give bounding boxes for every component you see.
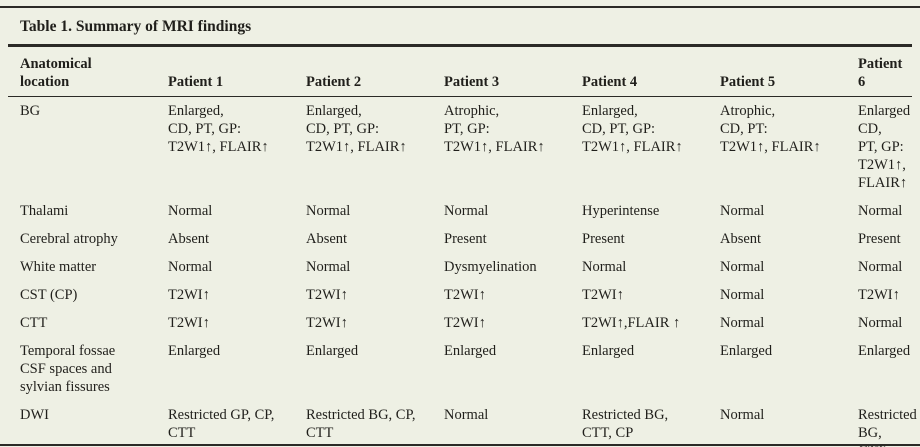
table-row: White matter Normal Normal Dysmyelination No… [8,253,912,281]
table-row: Thalami Normal Normal Normal Hyperintense Nor… [8,197,912,225]
finding-cell: Normal [858,314,903,331]
row-header-location: BG [20,102,41,119]
finding-cell: Enlarged, CD, PT, GP: T2W1↑, FLAIR↑ [168,102,269,155]
table-row: CST (CP) T2WI↑ T2WI↑ T2WI↑ T2WI↑ Normal T2WI↑ [8,281,912,309]
finding-cell: Present [444,230,487,247]
table-header-row: Anatomical location Patient 1 Patient 2 Pat… [8,46,912,97]
table-body: BG Enlarged, CD, PT, GP: T2W1↑, FLAIR↑ Enl… [8,96,917,447]
row-header-location: DWI [20,406,49,423]
top-rule [0,6,920,8]
column-header-patient-6: Patient 6 [858,46,912,97]
finding-cell: Enlarged [858,342,911,359]
finding-cell: Normal [444,202,489,219]
finding-cell: Atrophic, CD, PT: T2W1↑, FLAIR↑ [720,102,821,155]
finding-cell: Present [582,230,625,247]
finding-cell: Normal [720,286,765,303]
table-title: Table 1. Summary of MRI findings [20,18,252,35]
finding-cell: Restricted GP, CP, CTT [168,406,275,441]
finding-cell: Normal [720,406,765,423]
finding-cell: Enlarged, CD, PT, GP: T2W1↑, FLAIR↑ [582,102,683,155]
finding-cell: T2WI↑ [306,286,348,303]
finding-cell: Normal [582,258,627,275]
finding-cell: Normal [444,406,489,423]
finding-cell: T2WI↑ [858,286,900,303]
row-header-location: Cerebral atrophy [20,230,118,247]
finding-cell: Normal [168,202,213,219]
finding-cell: T2WI↑ [168,286,210,303]
table-row: CTT T2WI↑ T2WI↑ T2WI↑ T2WI↑,FLAIR ↑ Normal Nor… [8,309,912,337]
title-rule [8,44,912,47]
table-row: BG Enlarged, CD, PT, GP: T2W1↑, FLAIR↑ Enl… [8,96,912,197]
finding-cell: Normal [720,202,765,219]
table-row: DWI Restricted GP, CP, CTT Restricted BG, … [8,401,917,447]
column-header-patient-2: Patient 2 [306,46,444,97]
table-header: Anatomical location Patient 1 Patient 2 Pat… [8,46,912,97]
finding-cell: Normal [306,258,351,275]
row-header-location: Thalami [20,202,69,219]
finding-cell: T2WI↑ [444,314,486,331]
finding-cell: Enlarged [168,342,221,359]
finding-cell: Normal [720,314,765,331]
column-header-patient-1: Patient 1 [168,46,306,97]
finding-cell: Enlarged [720,342,773,359]
mri-findings-table: Anatomical location Patient 1 Patient 2 Pat… [8,46,917,447]
finding-cell: Normal [168,258,213,275]
finding-cell: T2WI↑ [444,286,486,303]
finding-cell: Normal [306,202,351,219]
table-row: Temporal fossae CSF spaces and sylvian f… [8,337,912,401]
column-header-location: Anatomical location [8,46,168,97]
finding-cell: Normal [858,258,903,275]
finding-cell: Enlarged [306,342,359,359]
row-header-location: CST (CP) [20,286,78,303]
finding-cell: Enlarged, CD, PT, GP: T2W1↑, FLAIR↑ [306,102,407,155]
bottom-rule [0,444,920,446]
column-header-patient-4: Patient 4 [582,46,720,97]
row-header-location: White matter [20,258,97,275]
finding-cell: Present [858,230,901,247]
finding-cell: Normal [858,202,903,219]
finding-cell: Restricted BG, CTT, CP [582,406,669,441]
finding-cell: Dysmyelination [444,258,537,275]
finding-cell: Absent [720,230,762,247]
column-header-patient-3: Patient 3 [444,46,582,97]
finding-cell: Hyperintense [582,202,660,219]
finding-cell: T2WI↑ [168,314,210,331]
finding-cell: Restricted BG, CTT, CP [858,406,917,447]
finding-cell: Absent [306,230,348,247]
finding-cell: Atrophic, PT, GP: T2W1↑, FLAIR↑ [444,102,545,155]
finding-cell: Normal [720,258,765,275]
table-row: Cerebral atrophy Absent Absent Present Prese… [8,225,912,253]
row-header-location: Temporal fossae CSF spaces and sylvian f… [20,342,116,395]
finding-cell: Enlarged [444,342,497,359]
column-header-patient-5: Patient 5 [720,46,858,97]
finding-cell: Absent [168,230,210,247]
finding-cell: Enlarged [582,342,635,359]
row-header-location: CTT [20,314,48,331]
finding-cell: T2WI↑ [582,286,624,303]
finding-cell: Enlarged CD, PT, GP: T2W1↑, FLAIR↑ [858,102,911,191]
finding-cell: T2WI↑ [306,314,348,331]
finding-cell: Restricted BG, CP, CTT [306,406,416,441]
finding-cell: T2WI↑,FLAIR ↑ [582,314,681,331]
